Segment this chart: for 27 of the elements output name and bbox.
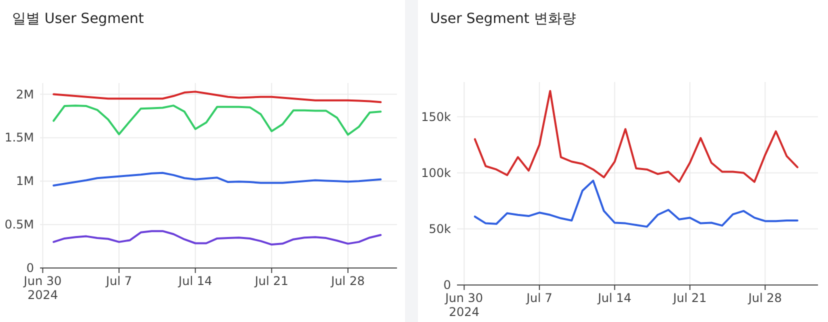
line-series — [52, 230, 382, 246]
y-tick-label: 150k — [421, 110, 452, 124]
y-tick-label: 50k — [428, 222, 452, 236]
y-tick-label: 100k — [421, 166, 452, 180]
x-tick-label: Jul 28 — [747, 291, 782, 305]
x-tick-label: Jun 30 2024 — [444, 291, 484, 319]
y-tick-label: 1M — [16, 174, 34, 188]
chart-title: 일별 User Segment — [12, 10, 144, 28]
x-tick-label: Jul 14 — [178, 274, 212, 288]
line-series — [474, 90, 798, 183]
line-series — [474, 180, 798, 228]
line-series — [52, 104, 382, 136]
y-tick-label: 0 — [26, 261, 34, 275]
x-tick-label: Jul 21 — [254, 274, 288, 288]
x-tick-label: Jul 7 — [105, 274, 132, 288]
y-tick-label: 1.5M — [4, 130, 34, 145]
line-series — [52, 172, 382, 186]
x-tick-label: Jul 21 — [672, 291, 707, 305]
chart-title: User Segment 변화량 — [430, 10, 576, 28]
line-series — [52, 90, 382, 104]
x-tick-label: Jul 14 — [596, 291, 632, 305]
y-tick-label: 0.5M — [4, 218, 34, 232]
x-tick-label: Jul 28 — [330, 274, 365, 288]
y-tick-label: 0 — [443, 278, 451, 292]
x-tick-label: Jun 30 2024 — [22, 274, 62, 302]
y-tick-label: 2M — [16, 87, 34, 102]
x-tick-label: Jul 7 — [525, 291, 552, 305]
